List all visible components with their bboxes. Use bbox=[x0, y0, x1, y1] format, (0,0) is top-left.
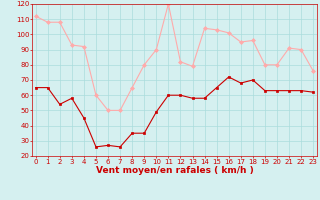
X-axis label: Vent moyen/en rafales ( km/h ): Vent moyen/en rafales ( km/h ) bbox=[96, 166, 253, 175]
